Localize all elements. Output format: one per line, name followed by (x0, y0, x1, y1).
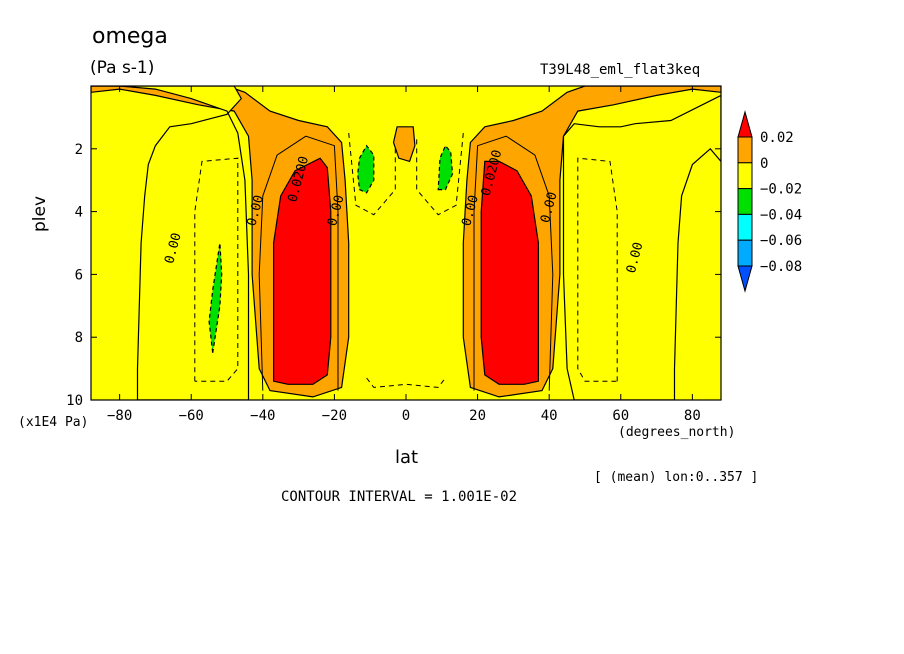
contour-region-8 (357, 144, 375, 194)
x-axis-units: (degrees_north) (618, 425, 736, 440)
colorbar-swatch-5 (737, 239, 753, 267)
colorbar-bottom-arrow (737, 265, 753, 293)
colorbar-swatch-4 (737, 213, 753, 241)
contour-region-4 (562, 94, 721, 400)
y-tick-label: 10 (66, 393, 83, 409)
y-tick-label: 2 (75, 142, 83, 158)
mean-note: [ (mean) lon:0..357 ] (594, 470, 759, 485)
colorbar-swatch-1 (737, 136, 753, 164)
colorbar-swatch-2 (737, 162, 753, 190)
x-tick-label: 40 (541, 408, 558, 424)
colorbar-label-5: −0.06 (760, 233, 802, 249)
plot-title: omega (92, 24, 168, 49)
x-tick-label: 60 (612, 408, 629, 424)
x-tick-label: −80 (107, 408, 132, 424)
contour-line-5 (348, 133, 396, 216)
contour-line-3 (194, 157, 239, 382)
contour-region-6 (480, 160, 540, 385)
contour-line-4 (577, 157, 618, 382)
run-name: T39L48_eml_flat3keq (540, 62, 701, 78)
x-tick-label: 80 (684, 408, 701, 424)
y-tick-label: 4 (75, 205, 83, 221)
colorbar-top-arrow (737, 110, 753, 138)
colorbar-label-1: 0.02 (760, 130, 794, 146)
x-tick-label: −40 (250, 408, 275, 424)
colorbar-label-2: 0 (760, 156, 768, 172)
contour-region-7 (208, 242, 223, 353)
y-tick-label: 6 (75, 267, 83, 283)
colorbar-label-4: −0.04 (760, 207, 802, 223)
contour-island (392, 126, 416, 163)
colorbar-label-6: −0.08 (760, 259, 802, 275)
x-tick-label: −20 (322, 408, 347, 424)
contour-line-6 (416, 133, 464, 216)
x-tick-label: −60 (179, 408, 204, 424)
x-axis-label: lat (395, 447, 419, 468)
colorbar-swatch-3 (737, 188, 753, 215)
y-tick-label: 8 (75, 330, 83, 346)
contour-line-2 (473, 135, 554, 391)
contour-region-5 (273, 157, 332, 385)
colorbar-label-3: −0.02 (760, 182, 802, 198)
x-tick-label: 20 (469, 408, 486, 424)
y-axis-units: (x1E4 Pa) (18, 415, 89, 430)
plot-units: (Pa s-1) (90, 58, 155, 78)
plot-area (91, 86, 721, 400)
x-tick-label: 0 (402, 408, 410, 424)
contour-interval: CONTOUR INTERVAL = 1.001E-02 (281, 489, 518, 505)
contour-line-1 (258, 135, 339, 391)
contour-region-9 (437, 144, 454, 191)
